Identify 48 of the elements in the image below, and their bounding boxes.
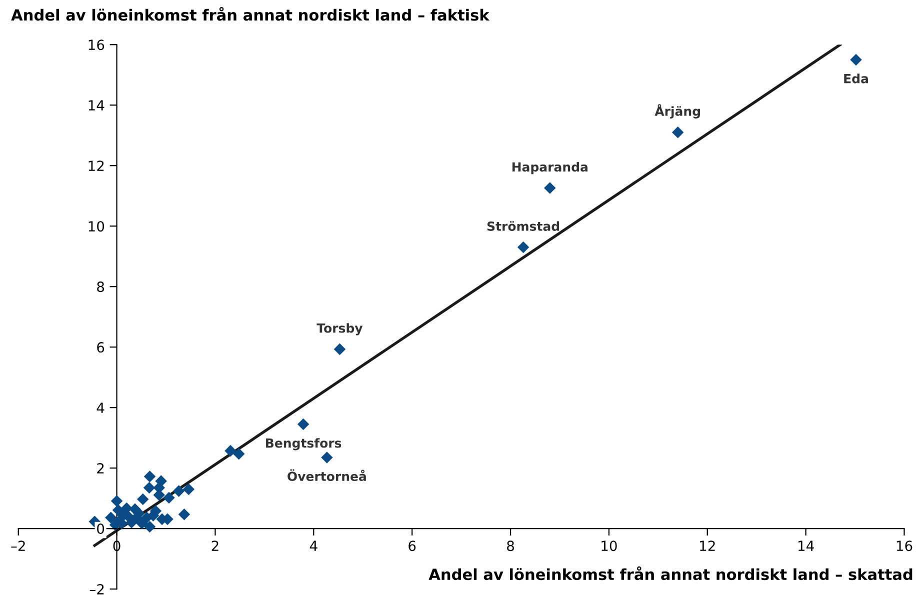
point — [297, 418, 310, 430]
y-tick-label: 6 — [97, 342, 104, 353]
y-tick-label: 2 — [97, 463, 104, 474]
x-tick-label: 2 — [212, 540, 218, 551]
point — [163, 492, 175, 504]
x-tick-label: 6 — [408, 540, 416, 552]
annotation: Eda — [844, 74, 868, 84]
y-tick-label: 0 — [97, 524, 104, 534]
y-tick-label: 8 — [97, 282, 104, 292]
y-tick-label: 4 — [96, 402, 104, 413]
y-tick-label: 12 — [88, 160, 104, 171]
point — [672, 126, 684, 138]
annotation: Strömstad — [487, 221, 560, 231]
point — [334, 343, 346, 356]
y-tick-label: 14 — [88, 100, 104, 110]
x-tick-label: –2 — [11, 540, 25, 551]
point — [110, 495, 123, 507]
point — [321, 452, 333, 464]
x-tick-label: 8 — [507, 540, 514, 552]
point — [172, 485, 185, 497]
y-tick-label: 10 — [88, 221, 104, 232]
annotation: Haparanda — [512, 162, 588, 174]
point — [544, 182, 556, 194]
x-tick-label: 12 — [700, 540, 715, 551]
point — [136, 493, 149, 506]
point — [178, 508, 190, 520]
point — [143, 482, 156, 494]
point — [113, 515, 126, 527]
point — [224, 444, 236, 457]
point — [104, 512, 117, 524]
x-tick-label: 14 — [798, 540, 814, 551]
x-axis-title: Andel av löneinkomst från annat nordiskt land – skattad — [428, 566, 912, 580]
point — [182, 483, 195, 496]
x-tick-label: 4 — [310, 540, 318, 551]
y-tick-label: –2 — [90, 584, 104, 594]
point — [850, 54, 862, 66]
x-tick-label: 10 — [602, 540, 617, 552]
x-tick-label: 16 — [896, 540, 912, 552]
point — [144, 520, 156, 533]
point — [144, 470, 156, 482]
point — [232, 448, 245, 460]
annotation: Bengtsfors — [266, 438, 342, 450]
y-tick-label: 16 — [88, 40, 104, 50]
annotation: Torsby — [316, 323, 363, 336]
annotation: Årjäng — [654, 104, 700, 118]
point — [517, 241, 530, 254]
y-axis-title: Andel av löneinkomst från annat nordiskt land – faktisk — [11, 6, 490, 21]
annotation: Övertorneå — [288, 469, 366, 482]
